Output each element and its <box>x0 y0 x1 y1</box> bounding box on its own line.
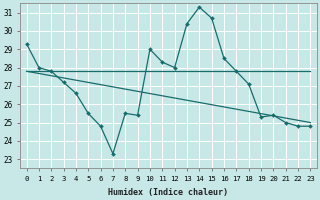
X-axis label: Humidex (Indice chaleur): Humidex (Indice chaleur) <box>108 188 228 197</box>
